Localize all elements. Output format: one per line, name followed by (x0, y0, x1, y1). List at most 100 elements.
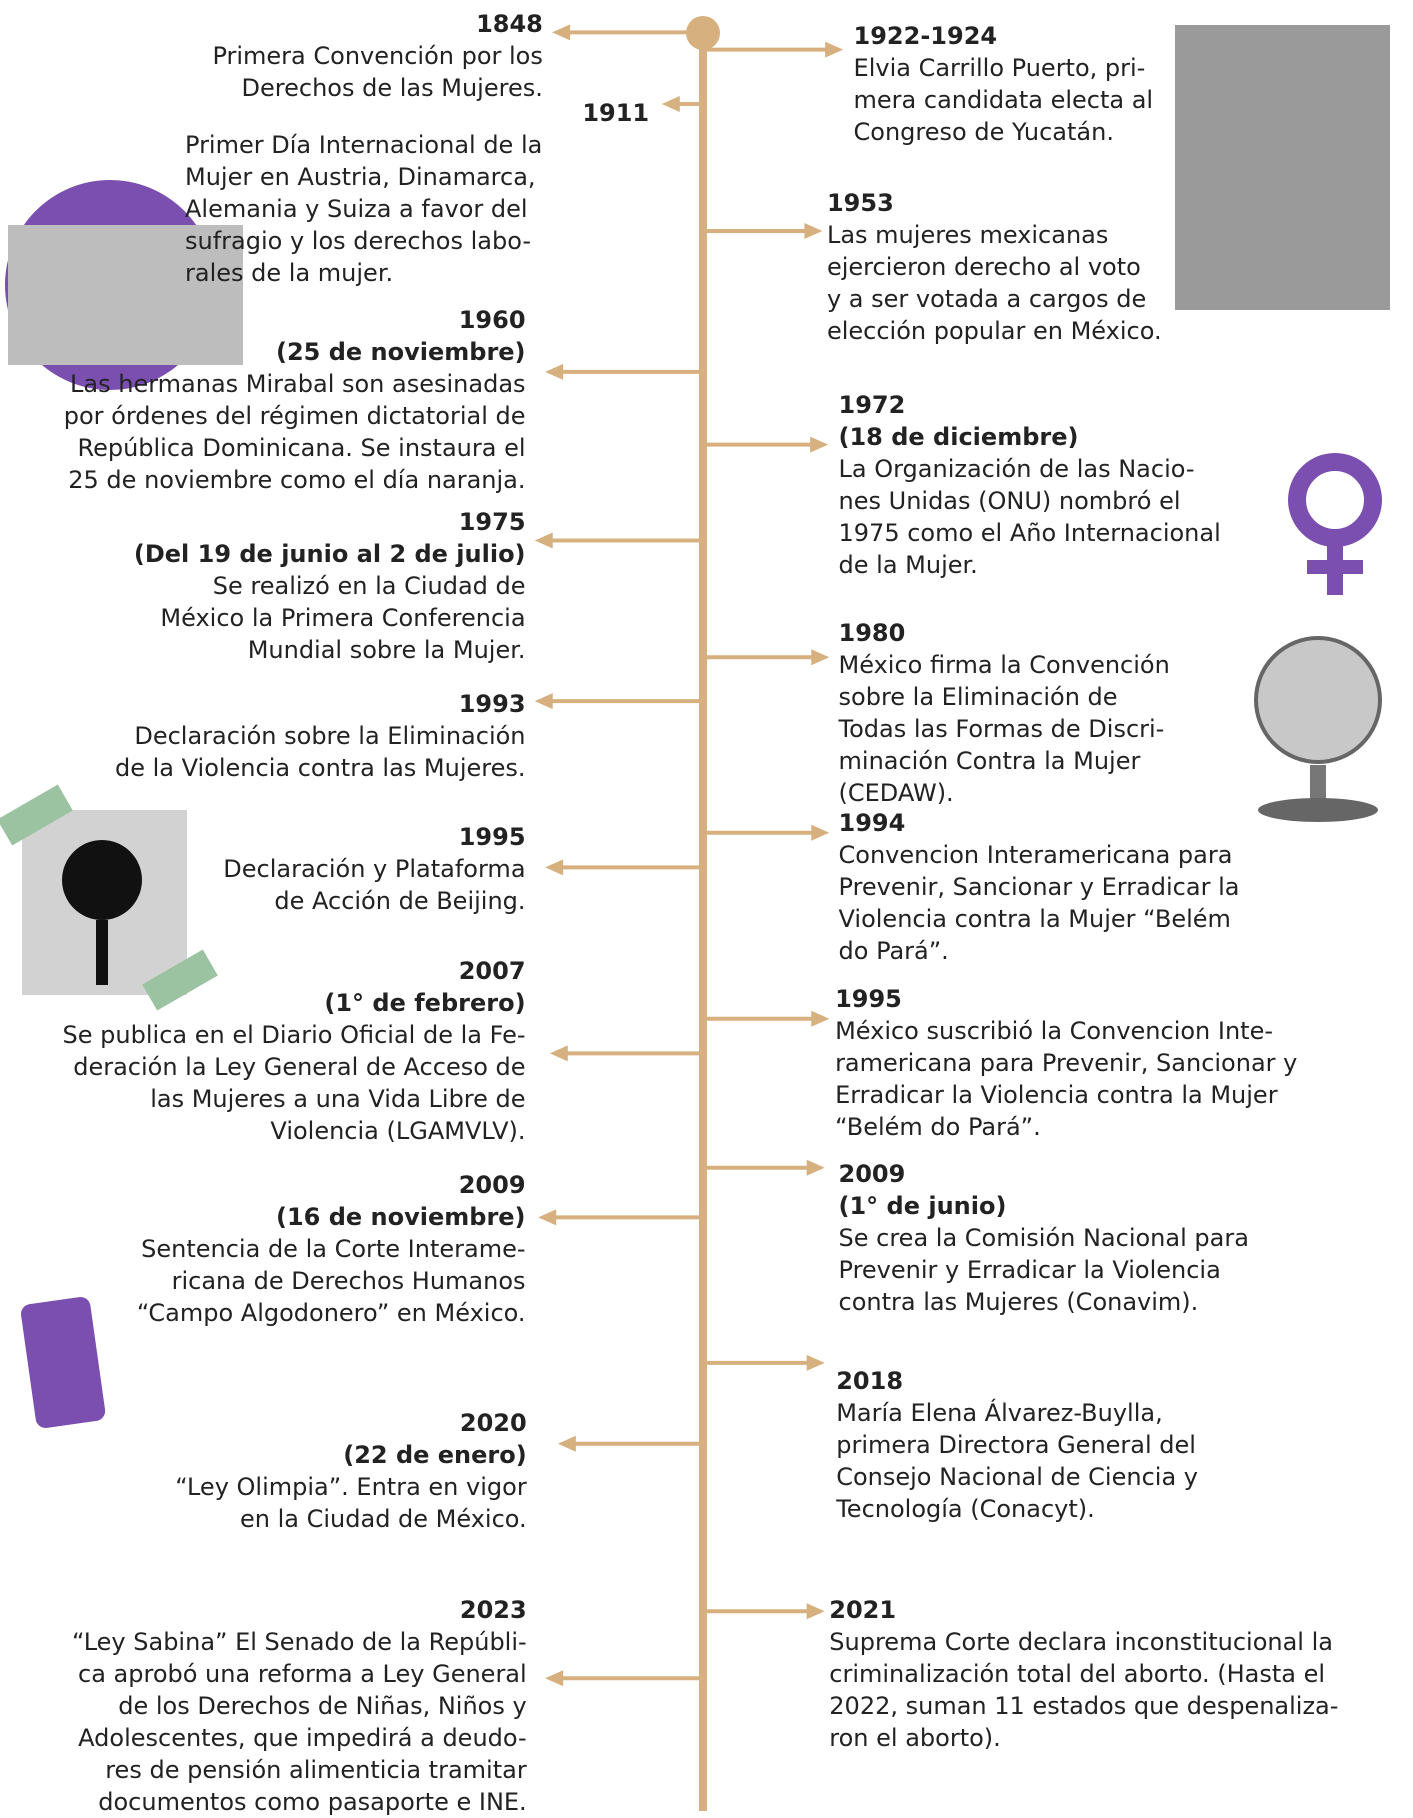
event-date: (18 de diciembre) (839, 421, 1221, 453)
arrow-head (545, 859, 563, 875)
event-year: 2023 (72, 1594, 527, 1626)
event: 2020(22 de enero)“Ley Olimpia”. Entra en… (175, 1407, 526, 1535)
event-line: “Campo Algodonero” en México. (137, 1297, 526, 1329)
event-line: Tecnología (Conacyt). (836, 1493, 1198, 1525)
event-line: deración la Ley General de Acceso de (63, 1051, 526, 1083)
event-line: México suscribió la Convencion Inte- (835, 1015, 1297, 1047)
arrow-head (811, 1011, 829, 1027)
fist-icon (62, 840, 142, 920)
event-date: (1° de febrero) (63, 987, 526, 1019)
event-year: 2020 (175, 1407, 526, 1439)
event-text: La Organización de las Nacio-nes Unidas … (839, 453, 1221, 581)
event-line: “Belém do Pará”. (835, 1111, 1297, 1143)
event-line: Prevenir y Erradicar la Violencia (839, 1254, 1249, 1286)
arrow-head (550, 1045, 568, 1061)
event-line: La Organización de las Nacio- (839, 453, 1221, 485)
event-text: “Ley Sabina” El Senado de la Repúbli-ca … (72, 1626, 527, 1818)
event-line: en la Ciudad de México. (175, 1503, 526, 1535)
event-line: Suprema Corte declara inconstitucional l… (829, 1626, 1338, 1658)
event: 2009(1° de junio)Se crea la Comisión Nac… (839, 1158, 1249, 1318)
arrow-head (538, 1209, 556, 1225)
arrow-head (810, 437, 828, 453)
event-line: Elvia Carrillo Puerto, pri- (854, 52, 1154, 84)
event-year: 1993 (115, 688, 526, 720)
event-text: Se publica en el Diario Oficial de la Fe… (63, 1019, 526, 1147)
event-line: Violencia (LGAMVLV). (63, 1115, 526, 1147)
event-line: Todas las Formas de Discri- (839, 713, 1170, 745)
arrow-head (535, 693, 553, 709)
event-line: por órdenes del régimen dictatorial de (64, 400, 526, 432)
event: 1911Primer Día Internacional de laMujer … (582, 97, 649, 129)
event-line: México firma la Convención (839, 649, 1170, 681)
event-year: 1994 (839, 807, 1240, 839)
event-line: Mujer en Austria, Dinamarca, (185, 161, 542, 193)
page: {"left": [ {"year": "1848", "lines": ["P… (0, 0, 1413, 1811)
event-line: “Ley Olimpia”. Entra en vigor (175, 1471, 526, 1503)
event-line: sufragio y los derechos labo- (185, 225, 542, 257)
event-line: ramericana para Prevenir, Sancionar y (835, 1047, 1297, 1079)
event-line: 2022, suman 11 estados que despenaliza- (829, 1690, 1338, 1722)
event-line: Consejo Nacional de Ciencia y (836, 1461, 1198, 1493)
event-year: 2007 (63, 955, 526, 987)
event-date: (16 de noviembre) (137, 1201, 526, 1233)
event-line: Mundial sobre la Mujer. (134, 634, 526, 666)
event-year: 2009 (839, 1158, 1249, 1190)
timeline: 1848Primera Convención por losDerechos d… (0, 0, 1413, 1811)
event-line: y a ser votada a cargos de (827, 283, 1162, 315)
photo-elvia (1175, 25, 1390, 310)
event-line: mera candidata electa al (854, 84, 1154, 116)
event-line: documentos como pasaporte e INE. (72, 1786, 527, 1818)
event: 1975(Del 19 de junio al 2 de julio)Se re… (134, 506, 526, 666)
event-line: Congreso de Yucatán. (854, 116, 1154, 148)
event-text: México suscribió la Convencion Inte-rame… (835, 1015, 1297, 1143)
event-line: María Elena Álvarez-Buylla, (836, 1397, 1198, 1429)
arrow-head (825, 42, 843, 58)
event-line: de la Mujer. (839, 549, 1221, 581)
event-year: 1953 (827, 187, 1162, 219)
event-line: Declaración sobre la Eliminación (115, 720, 526, 752)
arrow-head (807, 1603, 825, 1619)
event-line: criminalización total del aborto. (Hasta… (829, 1658, 1338, 1690)
event: 2007(1° de febrero)Se publica en el Diar… (63, 955, 526, 1147)
arrow-head (662, 96, 680, 112)
event-date: (1° de junio) (839, 1190, 1249, 1222)
event-line: Las mujeres mexicanas (827, 219, 1162, 251)
event-line: (CEDAW). (839, 777, 1170, 809)
event-line: ca aprobó una reforma a Ley General (72, 1658, 527, 1690)
event-year: 1911 (582, 97, 649, 129)
event-line: rales de la mujer. (185, 257, 542, 289)
globe (1256, 638, 1380, 822)
venus-symbol (1297, 462, 1373, 595)
event-line: Erradicar la Violencia contra la Mujer (835, 1079, 1297, 1111)
event-line: minación Contra la Mujer (839, 745, 1170, 777)
event-year: 2021 (829, 1594, 1338, 1626)
arrow-head (558, 1436, 576, 1452)
event-line: ejercieron derecho al voto (827, 251, 1162, 283)
event-line: res de pensión alimenticia tramitar (72, 1754, 527, 1786)
event-line: elección popular en México. (827, 315, 1162, 347)
event-date: (Del 19 de junio al 2 de julio) (134, 538, 526, 570)
event-line: de Acción de Beijing. (223, 885, 525, 917)
event-line: Violencia contra la Mujer “Belém (839, 903, 1240, 935)
event-line: contra las Mujeres (Conavim). (839, 1286, 1249, 1318)
event-year: 1995 (223, 821, 525, 853)
event: 1960(25 de noviembre)Las hermanas Miraba… (64, 304, 526, 496)
event-year: 1960 (64, 304, 526, 336)
event-year: 1975 (134, 506, 526, 538)
event-line: 1975 como el Año Internacional (839, 517, 1221, 549)
event-line: Declaración y Plataforma (223, 853, 525, 885)
event-line: Se realizó en la Ciudad de (134, 570, 526, 602)
arrow-head (807, 1355, 825, 1371)
event-line: República Dominicana. Se instaura el (64, 432, 526, 464)
event-line: 25 de noviembre como el día naranja. (64, 464, 526, 496)
